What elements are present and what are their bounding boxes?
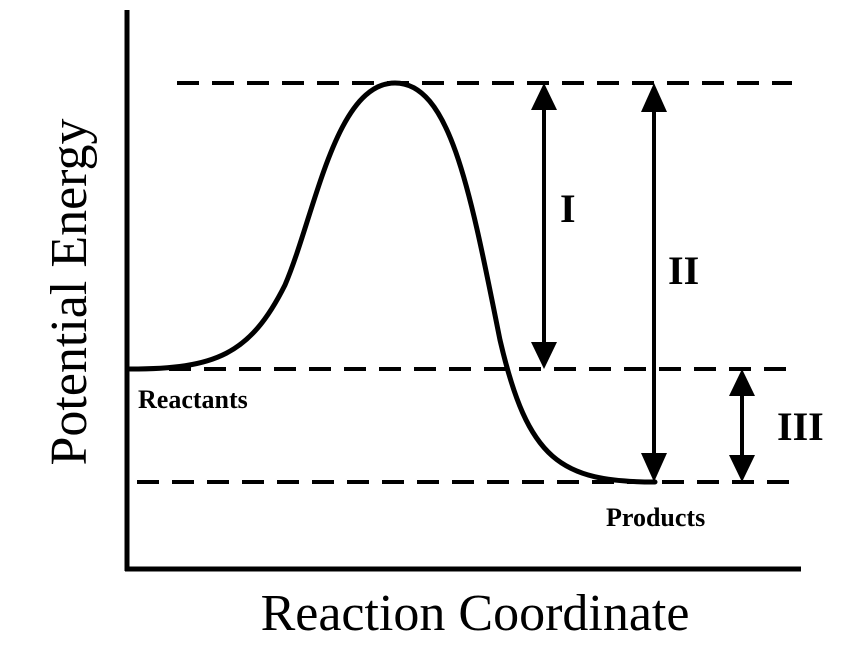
arrow-one-head-down (531, 342, 557, 369)
reactants-label: Reactants (138, 385, 248, 414)
y-axis-title: Potential Energy (41, 118, 98, 465)
label-interval-one: I (560, 186, 576, 231)
arrow-two-head-down (641, 453, 667, 482)
label-interval-two: II (668, 248, 699, 293)
arrow-three-head-down (729, 455, 755, 482)
label-interval-three: III (777, 404, 824, 449)
arrow-one-head-up (531, 83, 557, 110)
arrow-interval-two (641, 83, 667, 482)
arrow-interval-one (531, 83, 557, 369)
products-label: Products (606, 503, 705, 532)
arrow-two-head-up (641, 83, 667, 112)
energy-profile-curve (127, 80, 658, 485)
x-axis-title: Reaction Coordinate (261, 585, 690, 642)
arrow-three-head-up (729, 369, 755, 396)
arrow-interval-three (729, 369, 755, 482)
